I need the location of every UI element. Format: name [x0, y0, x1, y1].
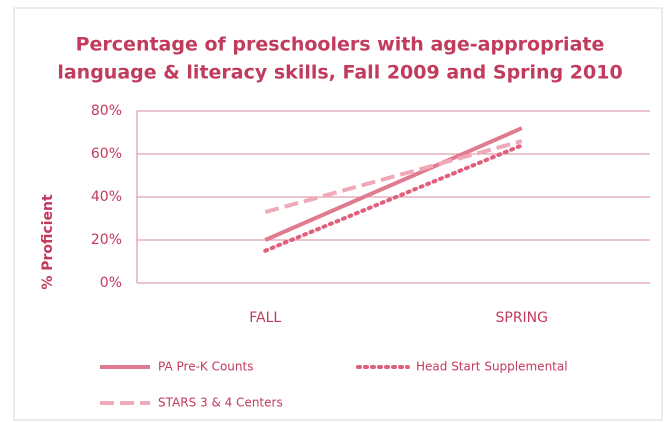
x-tick-label: SPRING — [495, 310, 548, 326]
x-tick-label: FALL — [249, 310, 281, 326]
y-tick-label: 40% — [91, 189, 122, 205]
y-axis-label: % Proficient — [40, 194, 56, 290]
chart-title: language & literacy skills, Fall 2009 an… — [57, 62, 622, 84]
legend-label: PA Pre-K Counts — [158, 360, 253, 374]
series-line — [264, 139, 523, 214]
y-tick-label: 20% — [91, 232, 122, 248]
legend-label: STARS 3 & 4 Centers — [158, 396, 283, 410]
y-tick-label: 60% — [91, 146, 122, 162]
chart-title: Percentage of preschoolers with age-appr… — [76, 34, 605, 56]
y-tick-label: 0% — [100, 275, 122, 291]
chart-frame — [13, 7, 663, 421]
series-line — [264, 126, 523, 242]
series-line — [263, 143, 524, 253]
y-tick-label: 80% — [91, 103, 122, 119]
legend-label: Head Start Supplemental — [416, 360, 568, 374]
